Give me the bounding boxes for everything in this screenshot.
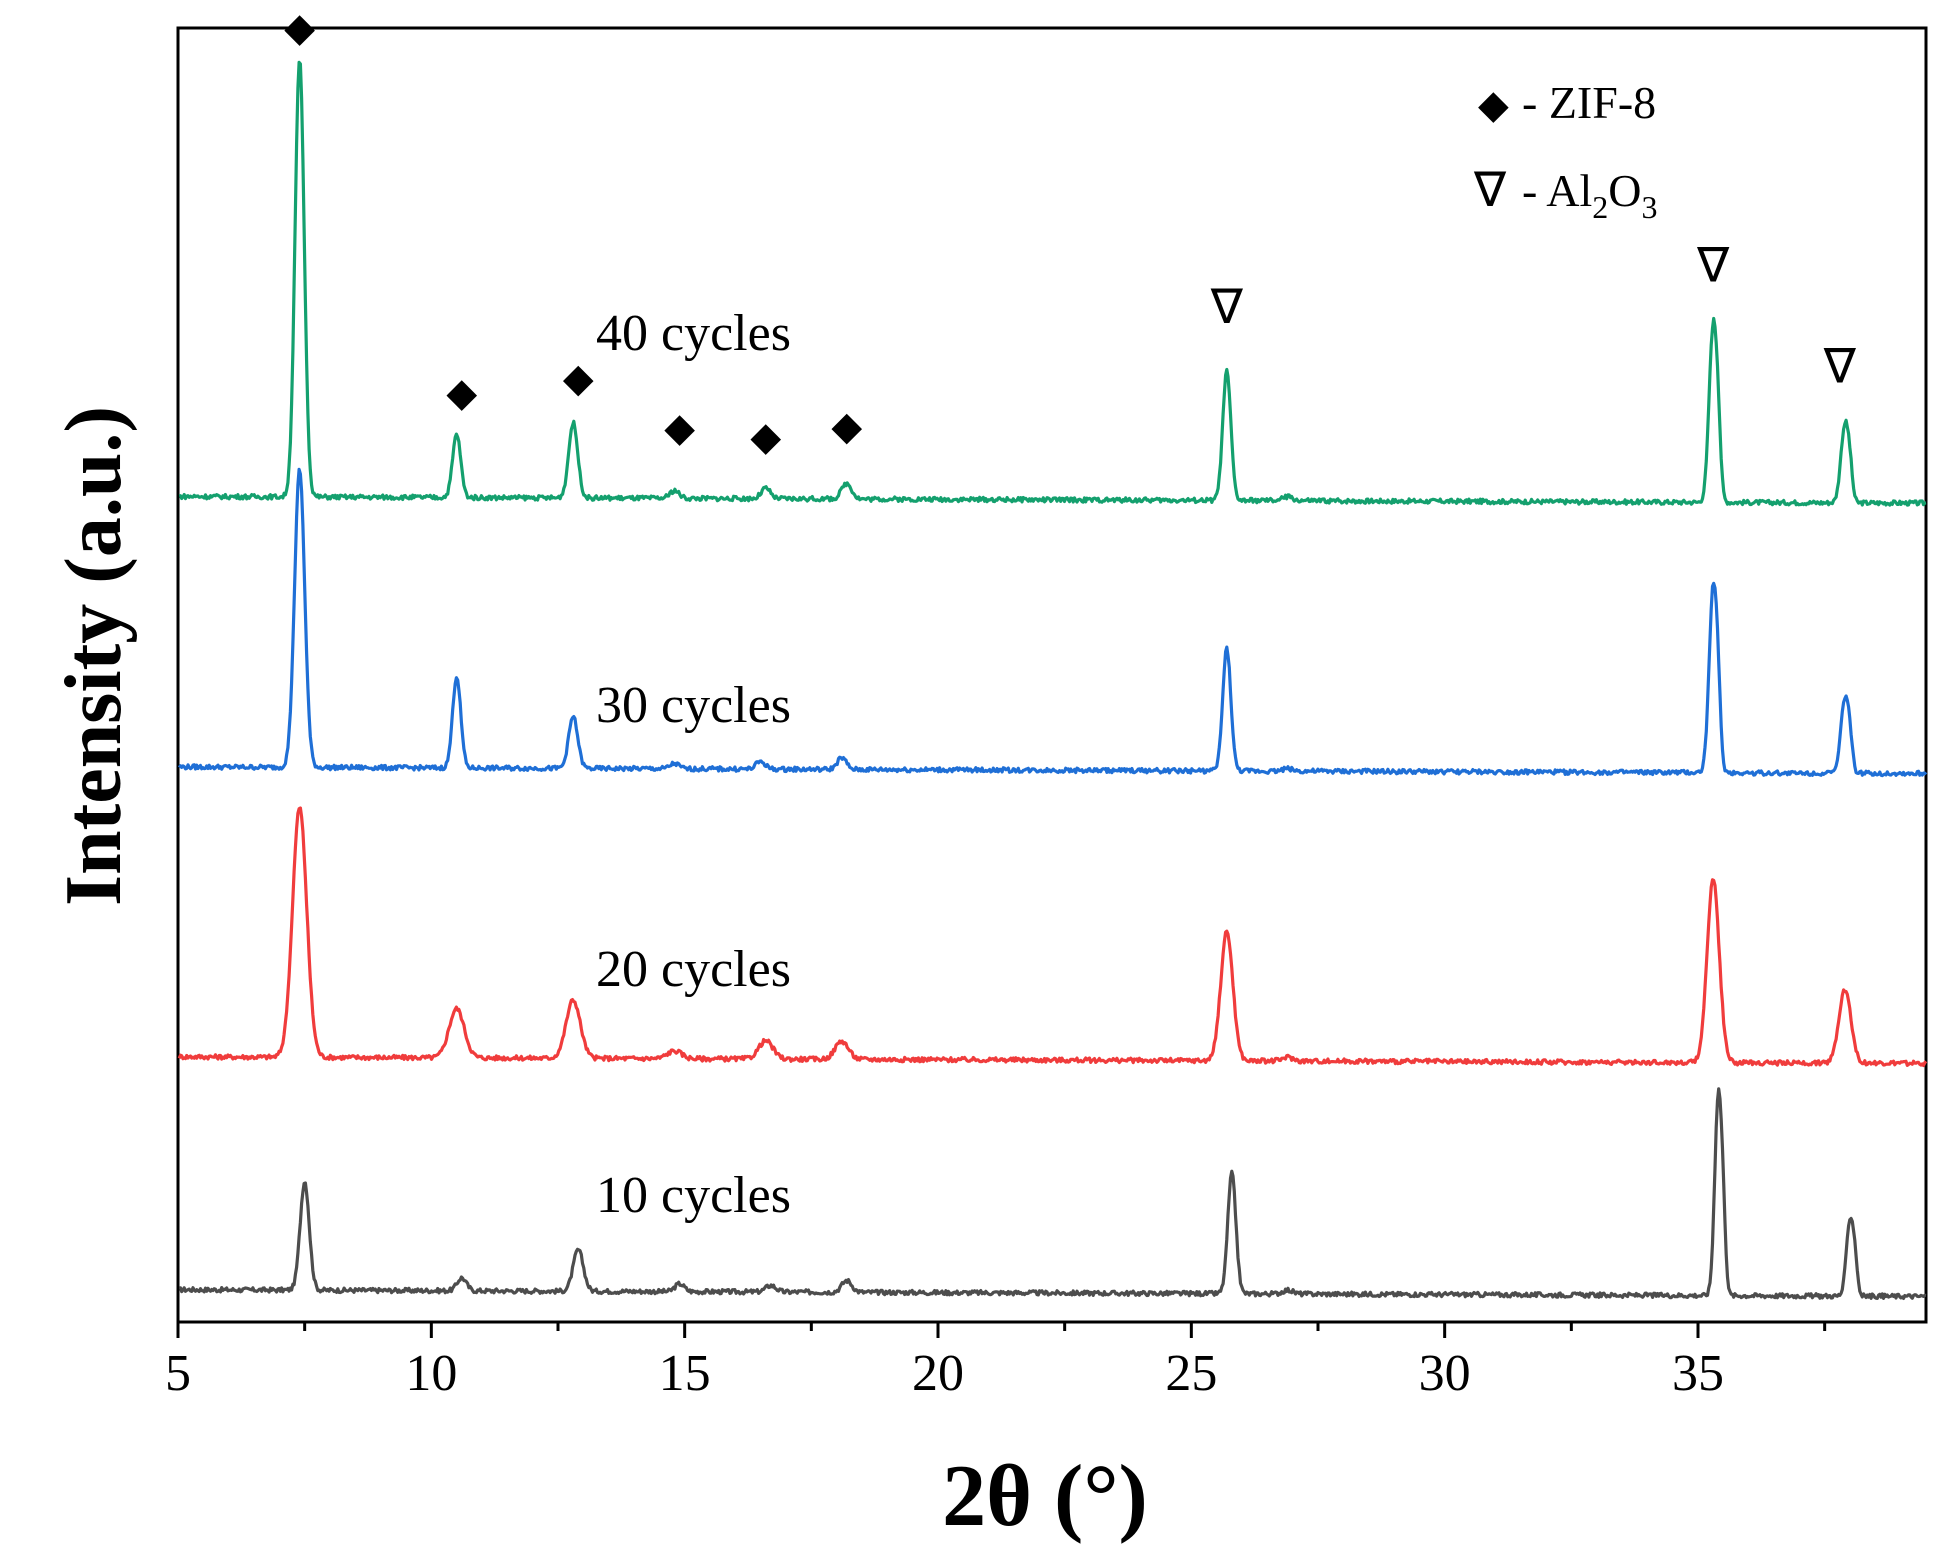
x-tick-label: 15 [659,1345,711,1402]
x-tick-label: 25 [1165,1345,1217,1402]
y-axis-title: Intensity (a.u.) [50,406,138,906]
series-line-30-cycles [177,467,1928,778]
zif8-diamond-marker: ◆ [664,405,695,451]
series-labels: 40 cycles 30 cycles 20 cycles 10 cycles [596,305,791,1224]
series-line-20-cycles [177,806,1928,1068]
x-tick-label: 5 [165,1345,191,1402]
plot-border [176,26,1928,1324]
x-tick-label: 10 [405,1345,457,1402]
zif8-diamond-marker: ◆ [563,356,594,402]
legend-al2o3-label: - Al2O3 [1522,165,1658,225]
legend-triangle-icon: ∇ [1473,162,1507,218]
zif8-diamond-marker: ◆ [284,5,315,51]
al2o3-triangle-marker: ∇ [1696,238,1730,294]
x-tick-label: 30 [1419,1345,1471,1402]
plot-frame [176,26,1928,1324]
zif8-diamond-marker: ◆ [831,403,862,449]
series-label-20: 20 cycles [596,941,791,998]
legend-zif8-label: - ZIF-8 [1522,77,1656,128]
series-label-10: 10 cycles [596,1167,791,1224]
series-layer [177,60,1928,1300]
peak-markers: ◆ ◆ ◆ ◆ ◆ ◆ ∇ ∇ ∇ [284,5,1857,460]
series-label-30: 30 cycles [596,677,791,734]
x-tick-label: 20 [912,1345,964,1402]
legend-diamond-icon: ◆ [1478,82,1509,128]
x-tick-label: 35 [1672,1345,1724,1402]
al2o3-triangle-marker: ∇ [1210,279,1244,335]
zif8-diamond-marker: ◆ [750,414,781,460]
legend: ◆ - ZIF-8 ∇ - Al2O3 [1473,77,1658,225]
zif8-diamond-marker: ◆ [446,370,477,416]
x-axis-title: 2θ (°) [942,1448,1148,1545]
al2o3-triangle-marker: ∇ [1823,339,1857,395]
series-label-40: 40 cycles [596,305,791,362]
series-line-40-cycles [178,60,1927,507]
series-line-10-cycles [178,1087,1927,1300]
x-axis-ticks: 5 10 15 20 25 30 35 [165,1322,1827,1402]
